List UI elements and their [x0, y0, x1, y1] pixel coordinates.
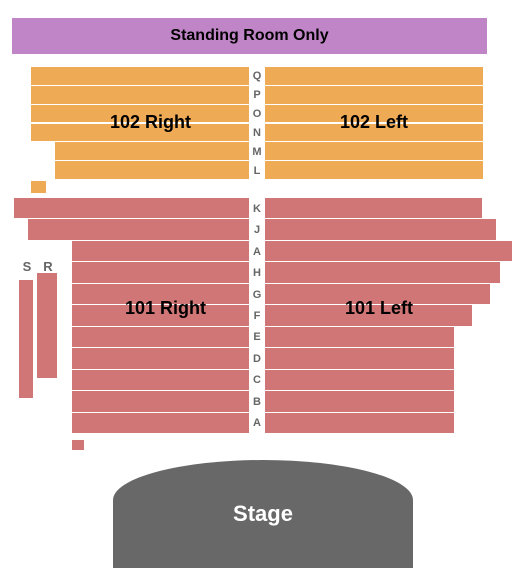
section-101-left-label: 101 Left — [345, 298, 413, 319]
section-101-left-row[interactable] — [265, 327, 454, 347]
section-102-right-row[interactable] — [55, 142, 249, 160]
row-label: A — [250, 417, 264, 429]
section-101-side-r[interactable] — [37, 273, 57, 378]
section-102-left-row[interactable] — [265, 67, 483, 85]
section-101-left-row[interactable] — [265, 219, 496, 239]
section-101-right-label: 101 Right — [125, 298, 206, 319]
row-label: K — [250, 203, 264, 215]
section-101-left-row[interactable] — [265, 262, 500, 282]
section-101-right-row[interactable] — [72, 262, 249, 282]
section-101-right-row[interactable] — [72, 370, 249, 390]
section-101-left-row[interactable] — [265, 198, 482, 218]
section-101-left-row[interactable] — [265, 241, 512, 261]
standing-room-only[interactable]: Standing Room Only — [12, 18, 487, 54]
row-label: J — [250, 224, 264, 236]
row-label: G — [250, 289, 264, 301]
section-101-left-row[interactable] — [265, 413, 454, 433]
row-label: L — [250, 165, 264, 177]
section-101-right-row[interactable] — [72, 327, 249, 347]
section-101-right-row[interactable] — [14, 198, 249, 218]
row-label: E — [250, 331, 264, 343]
section-102-right-fragment[interactable] — [31, 181, 46, 193]
section-101-right-row[interactable] — [72, 241, 249, 261]
section-101-right-row[interactable] — [72, 348, 249, 368]
section-102-right-row[interactable] — [31, 67, 249, 85]
section-101-right-row[interactable] — [72, 391, 249, 411]
section-101-side-s[interactable] — [19, 280, 33, 398]
row-label: B — [250, 396, 264, 408]
row-label: C — [250, 374, 264, 386]
section-102-right-row[interactable] — [31, 86, 249, 104]
section-102-left-row[interactable] — [265, 161, 483, 179]
row-label: O — [250, 108, 264, 120]
row-label: D — [250, 353, 264, 365]
side-label: S — [20, 259, 34, 274]
stage: Stage — [113, 460, 413, 568]
section-101-right-fragment[interactable] — [72, 440, 84, 450]
section-101-left-row[interactable] — [265, 370, 454, 390]
row-label: M — [250, 146, 264, 158]
section-101-right-row[interactable] — [72, 413, 249, 433]
side-label: R — [41, 259, 55, 274]
stage-label: Stage — [233, 501, 293, 527]
section-102-left-row[interactable] — [265, 86, 483, 104]
section-101-right-row[interactable] — [28, 219, 249, 239]
row-label: A — [250, 246, 264, 258]
section-101-left-row[interactable] — [265, 391, 454, 411]
section-102-left-label: 102 Left — [340, 112, 408, 133]
standing-room-label: Standing Room Only — [170, 27, 328, 45]
row-label: H — [250, 267, 264, 279]
row-label: Q — [250, 70, 264, 82]
section-102-left-row[interactable] — [265, 142, 483, 160]
row-label: P — [250, 89, 264, 101]
row-label: F — [250, 310, 264, 322]
row-label: N — [250, 127, 264, 139]
section-101-left-row[interactable] — [265, 348, 454, 368]
section-102-right-row[interactable] — [55, 161, 249, 179]
section-102-right-label: 102 Right — [110, 112, 191, 133]
